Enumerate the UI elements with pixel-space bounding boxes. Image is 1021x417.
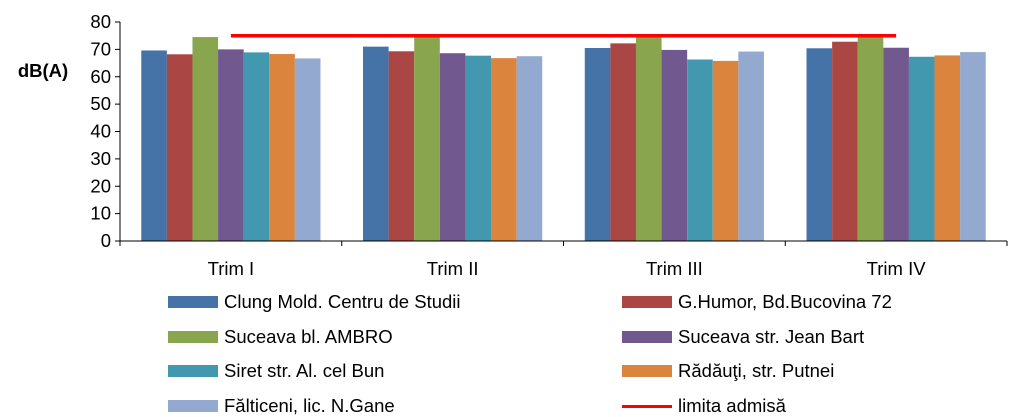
bar <box>738 51 764 241</box>
bar <box>661 49 688 241</box>
bar <box>687 59 713 241</box>
x-tick-label: Trim II <box>427 258 479 279</box>
y-axis-label: dB(A) <box>18 60 68 81</box>
bar <box>491 58 517 242</box>
y-tick-label: 0 <box>101 230 111 251</box>
bar <box>584 48 611 241</box>
bar <box>141 50 167 241</box>
bar <box>218 49 244 241</box>
bar <box>243 52 270 242</box>
bar <box>439 53 466 241</box>
y-tick-label: 40 <box>90 121 111 142</box>
y-tick-label: 60 <box>90 66 111 87</box>
y-tick-label: 30 <box>90 148 111 169</box>
bar <box>465 55 492 241</box>
x-tick-label: Trim I <box>208 258 255 279</box>
y-tick-label: 70 <box>90 38 111 59</box>
y-tick-label: 80 <box>90 11 111 32</box>
y-tick-label: 20 <box>90 175 111 196</box>
bar <box>934 55 961 242</box>
bar <box>960 52 986 241</box>
bar <box>166 54 193 241</box>
bar <box>269 54 295 242</box>
bar <box>883 47 909 241</box>
x-tick-label: Trim III <box>646 258 703 279</box>
y-tick-label: 10 <box>90 203 111 224</box>
x-tick-label: Trim IV <box>867 258 927 279</box>
bar <box>635 34 662 241</box>
bar <box>388 51 415 242</box>
bar <box>414 34 440 242</box>
bar <box>832 41 858 242</box>
bar <box>192 37 219 242</box>
bar <box>908 56 935 241</box>
bar <box>516 56 543 241</box>
bar <box>857 34 884 242</box>
y-tick-label: 50 <box>90 93 111 114</box>
bar <box>294 58 321 241</box>
bar <box>806 48 833 241</box>
bar <box>712 60 739 242</box>
bar <box>363 46 389 242</box>
bar <box>610 43 636 241</box>
